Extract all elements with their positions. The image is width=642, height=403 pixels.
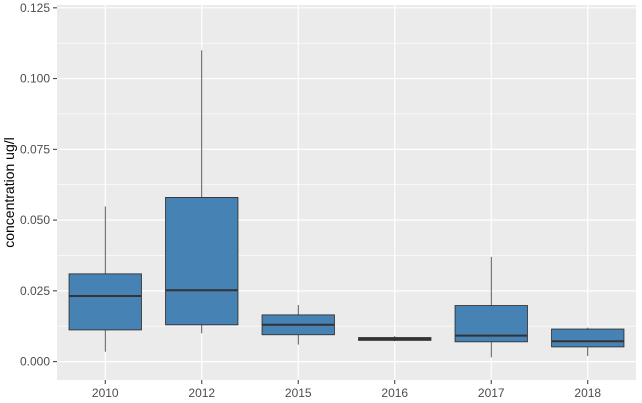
y-tick-label: 0.000 (20, 355, 50, 369)
x-tick-label: 2010 (92, 386, 119, 400)
box-series (68, 50, 625, 358)
box-iqr (551, 328, 625, 348)
y-tick-label: 0.050 (20, 213, 50, 227)
x-tick-label: 2017 (478, 386, 505, 400)
y-tick-label: 0.075 (20, 142, 50, 156)
y-axis-title: concentration ug/l (1, 137, 17, 248)
x-axis: 2010 2012 2015 2016 2017 2018 (92, 380, 601, 400)
plot-panel (57, 5, 636, 380)
box-2017 (454, 256, 528, 358)
y-tick-label: 0.100 (20, 72, 50, 86)
box-2016 (358, 336, 432, 342)
box-2012 (165, 50, 239, 334)
y-tick-label: 0.125 (20, 1, 50, 15)
box-iqr (68, 273, 142, 331)
x-tick-label: 2016 (381, 386, 408, 400)
box-2015 (261, 305, 335, 345)
box-2018 (551, 327, 625, 356)
grid-minor (57, 42, 636, 327)
box-iqr (165, 197, 239, 326)
x-tick-label: 2012 (188, 386, 215, 400)
box-2010 (68, 206, 142, 352)
y-axis: 0.000 0.025 0.050 0.075 0.100 0.125 (20, 1, 57, 369)
y-tick-label: 0.025 (20, 284, 50, 298)
x-tick-label: 2015 (285, 386, 312, 400)
x-tick-label: 2018 (574, 386, 601, 400)
